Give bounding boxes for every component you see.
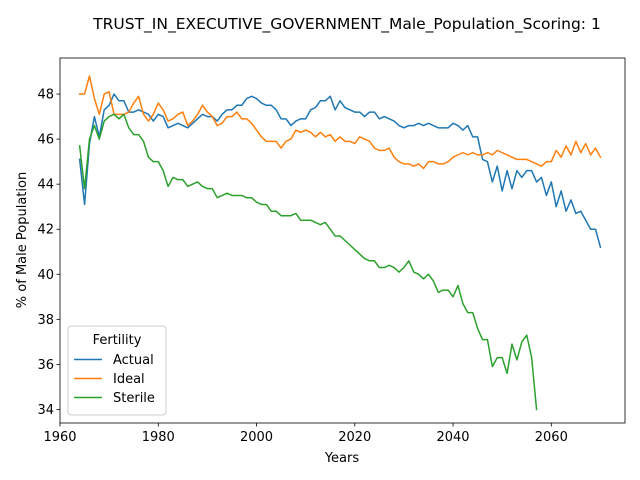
y-tick-label: 48 <box>37 88 54 103</box>
axes <box>59 57 626 424</box>
y-axis-label: % of Male Population <box>15 172 30 308</box>
y-tick-label: 40 <box>37 268 54 283</box>
x-tick-label: 2000 <box>240 430 273 445</box>
legend-entries: Actual Ideal Sterile <box>74 353 155 406</box>
legend: Fertility Actual Ideal Sterile <box>67 325 167 416</box>
x-tick-label: 2040 <box>436 430 469 445</box>
y-tick-label: 46 <box>37 133 54 148</box>
y-tick-label: 44 <box>37 178 54 193</box>
y-tick-label: 38 <box>37 313 54 328</box>
y-axis-ticks: 34 36 38 40 42 44 46 48 <box>37 88 60 418</box>
series-line-actual <box>78 93 602 249</box>
legend-box <box>67 325 167 416</box>
series-line-ideal <box>78 75 602 170</box>
legend-label-sterile: Sterile <box>113 391 155 406</box>
legend-title: Fertility <box>93 333 142 348</box>
y-tick-label: 34 <box>37 403 54 418</box>
series-line-sterile <box>78 113 538 411</box>
x-axis-ticks: 1960 1980 2000 2020 2040 2060 <box>43 423 568 445</box>
x-tick-label: 2020 <box>338 430 371 445</box>
legend-label-actual: Actual <box>113 353 154 368</box>
plot-frame <box>59 57 626 424</box>
x-tick-label: 1980 <box>142 430 175 445</box>
chart-title: TRUST_IN_EXECUTIVE_GOVERNMENT_Male_Popul… <box>92 15 601 34</box>
x-tick-label: 2060 <box>535 430 568 445</box>
y-tick-label: 36 <box>37 358 54 373</box>
y-tick-label: 42 <box>37 223 54 238</box>
series-lines <box>78 75 602 411</box>
x-axis-label: Years <box>324 451 360 466</box>
x-tick-label: 1960 <box>43 430 76 445</box>
legend-label-ideal: Ideal <box>113 372 145 387</box>
